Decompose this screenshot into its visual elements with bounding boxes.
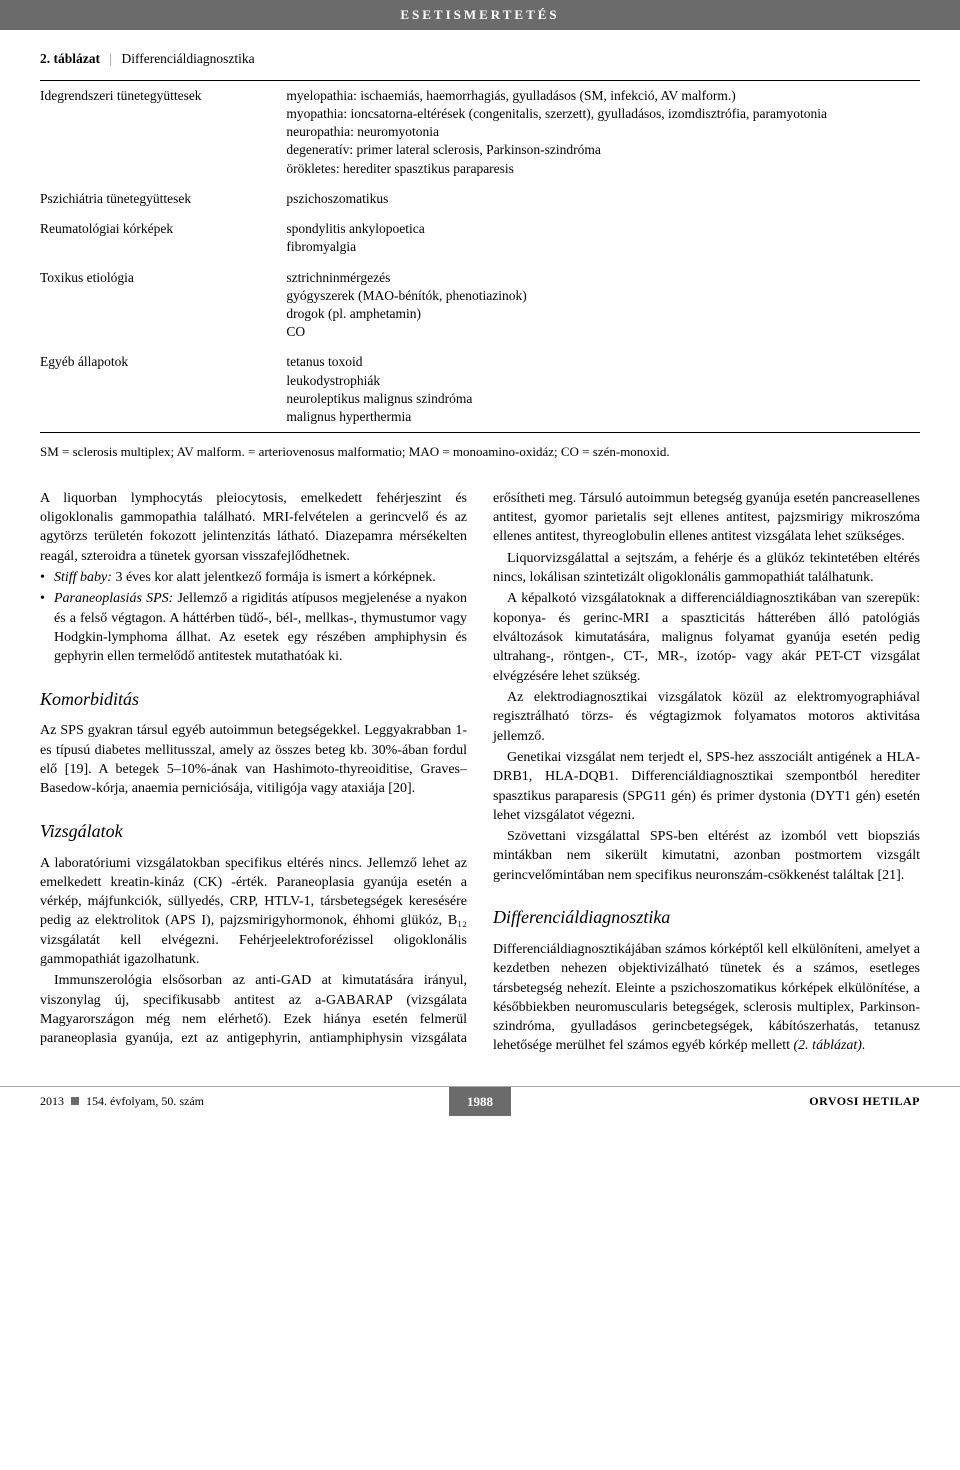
section-heading-differencial: Differenciáldiagnosztika bbox=[493, 905, 920, 930]
row-values: tetanus toxoid leukodystrophiák neurolep… bbox=[286, 353, 920, 426]
table-reference: (2. táblázat). bbox=[794, 1038, 866, 1053]
page-content: 2. táblázat | Differenciáldiagnosztika I… bbox=[0, 30, 960, 1056]
cell-text: neuroleptikus malignus szindróma bbox=[286, 390, 920, 408]
page-number: 1988 bbox=[449, 1087, 511, 1117]
table-row: Idegrendszeri tünetegyüttesek myelopathi… bbox=[40, 81, 920, 184]
list-label: Paraneoplasiás SPS: bbox=[54, 591, 173, 606]
paragraph-text: Differenciáldiagnosztikájában számos kór… bbox=[493, 942, 920, 1054]
cell-text: CO bbox=[286, 323, 920, 341]
cell-text: örökletes: herediter spasztikus parapare… bbox=[286, 160, 920, 178]
cell-text: tetanus toxoid bbox=[286, 353, 920, 371]
paragraph: Genetikai vizsgálat nem terjedt el, SPS-… bbox=[493, 748, 920, 825]
row-label: Toxikus etiológia bbox=[40, 269, 286, 342]
table-footnote: SM = sclerosis multiplex; AV malform. = … bbox=[40, 443, 920, 461]
section-heading-vizsgalatok: Vizsgálatok bbox=[40, 819, 467, 844]
journal-name: ORVOSI HETILAP bbox=[511, 1087, 960, 1115]
cell-text: fibromyalgia bbox=[286, 238, 920, 256]
cell-text: pszichoszomatikus bbox=[286, 190, 920, 208]
row-label: Idegrendszeri tünetegyüttesek bbox=[40, 87, 286, 178]
page-footer: 2013 154. évfolyam, 50. szám 1988 ORVOSI… bbox=[0, 1086, 960, 1117]
cell-text: degeneratív: primer lateral sclerosis, P… bbox=[286, 141, 920, 159]
table-title: Differenciáldiagnosztika bbox=[121, 51, 254, 66]
list-item: Stiff baby: 3 éves kor alatt jelentkező … bbox=[40, 568, 467, 587]
section-banner: ESETISMERTETÉS bbox=[0, 0, 960, 30]
square-icon bbox=[71, 1097, 79, 1105]
differential-diagnosis-table: Idegrendszeri tünetegyüttesek myelopathi… bbox=[40, 80, 920, 434]
list-label: Stiff baby: bbox=[54, 570, 112, 585]
paragraph: Az elektrodiagnosztikai vizsgálatok közü… bbox=[493, 688, 920, 746]
cell-text: leukodystrophiák bbox=[286, 372, 920, 390]
paragraph: Szövettani vizsgálattal SPS-ben eltérést… bbox=[493, 827, 920, 885]
row-label: Pszichiátria tünetegyüttesek bbox=[40, 190, 286, 208]
cell-text: myelopathia: ischaemiás, haemorrhagiás, … bbox=[286, 87, 920, 105]
table-row: Egyéb állapotok tetanus toxoid leukodyst… bbox=[40, 347, 920, 432]
paragraph: Liquorvizsgálattal a sejtszám, a fehérje… bbox=[493, 549, 920, 588]
body-columns: A liquorban lymphocytás pleiocytosis, em… bbox=[40, 489, 920, 1056]
cell-text: spondylitis ankylopoetica bbox=[286, 220, 920, 238]
cell-text: sztrichninmérgezés bbox=[286, 269, 920, 287]
cell-text: gyógyszerek (MAO-bénítók, phenotiazinok) bbox=[286, 287, 920, 305]
paragraph: Differenciáldiagnosztikájában számos kór… bbox=[493, 940, 920, 1056]
row-values: sztrichninmérgezés gyógyszerek (MAO-béní… bbox=[286, 269, 920, 342]
list-text: 3 éves kor alatt jelentkező formája is i… bbox=[112, 570, 436, 585]
cell-text: myopathia: ioncsatorna-eltérések (congen… bbox=[286, 105, 920, 123]
row-label: Egyéb állapotok bbox=[40, 353, 286, 426]
section-heading-komorbiditas: Komorbiditás bbox=[40, 687, 467, 712]
footer-volume: 154. évfolyam, 50. szám bbox=[86, 1094, 204, 1108]
table-row: Pszichiátria tünetegyüttesek pszichoszom… bbox=[40, 184, 920, 214]
row-values: spondylitis ankylopoetica fibromyalgia bbox=[286, 220, 920, 256]
paragraph: A képalkotó vizsgálatoknak a differenciá… bbox=[493, 589, 920, 686]
row-values: myelopathia: ischaemiás, haemorrhagiás, … bbox=[286, 87, 920, 178]
cell-text: drogok (pl. amphetamin) bbox=[286, 305, 920, 323]
paragraph: A laboratóriumi vizsgálatokban specifiku… bbox=[40, 854, 467, 970]
row-values: pszichoszomatikus bbox=[286, 190, 920, 208]
caption-separator: | bbox=[109, 51, 112, 66]
table-caption: 2. táblázat | Differenciáldiagnosztika bbox=[40, 50, 920, 68]
cell-text: neuropathia: neuromyotonia bbox=[286, 123, 920, 141]
cell-text: malignus hyperthermia bbox=[286, 408, 920, 426]
table-row: Reumatológiai kórképek spondylitis ankyl… bbox=[40, 214, 920, 262]
table-number: 2. táblázat bbox=[40, 51, 100, 66]
footer-left: 2013 154. évfolyam, 50. szám bbox=[0, 1087, 449, 1115]
paragraph: Az SPS gyakran társul egyéb autoimmun be… bbox=[40, 721, 467, 798]
paragraph: A liquorban lymphocytás pleiocytosis, em… bbox=[40, 489, 467, 566]
footer-year: 2013 bbox=[40, 1094, 64, 1108]
row-label: Reumatológiai kórképek bbox=[40, 220, 286, 256]
list-item: Paraneoplasiás SPS: Jellemző a rigiditás… bbox=[40, 589, 467, 666]
table-row: Toxikus etiológia sztrichninmérgezés gyó… bbox=[40, 263, 920, 348]
